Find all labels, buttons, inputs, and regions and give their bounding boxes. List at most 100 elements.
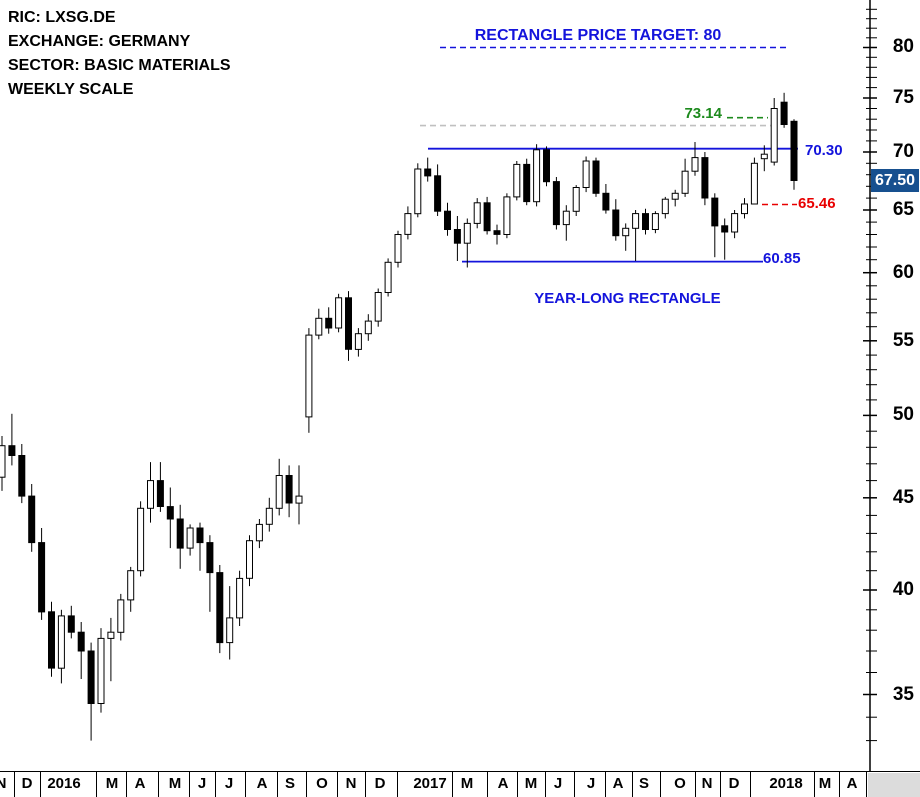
price-axis	[863, 0, 877, 771]
month-label: S	[284, 775, 295, 792]
month-label: O	[674, 775, 686, 792]
month-label: S	[638, 775, 649, 792]
month-label: D	[728, 775, 740, 792]
candle-body-up	[760, 153, 768, 160]
candle-body-down	[77, 631, 85, 652]
candle-body-up	[562, 210, 570, 226]
candle-body-down	[18, 455, 26, 497]
price-tick-label: 60	[892, 262, 914, 283]
candle-body-down	[67, 615, 75, 633]
price-tick-label: 55	[892, 330, 914, 351]
month-label: M	[524, 775, 538, 792]
candle-body-up	[57, 615, 65, 669]
candle-body-up	[404, 213, 412, 235]
exchange-line: EXCHANGE: GERMANY	[8, 33, 191, 50]
candle-body-up	[127, 570, 135, 601]
candle-body-up	[572, 187, 580, 212]
pullback-low-label: 65.46	[798, 195, 836, 212]
chart-info-block: RIC: LXSG.DE EXCHANGE: GERMANY SECTOR: B…	[8, 6, 231, 102]
candle-body-up	[661, 198, 669, 215]
candle-body-up	[384, 261, 392, 293]
month-separator	[452, 772, 453, 797]
candle-body-up	[533, 149, 541, 203]
price-tick-label: 80	[892, 36, 914, 57]
candle-body-up	[107, 631, 115, 639]
candle-body-up	[364, 320, 372, 335]
candle-body-up	[394, 234, 402, 263]
month-label: M	[460, 775, 474, 792]
annotation-lines	[420, 46, 798, 263]
candle-body-up	[671, 192, 679, 200]
candle-body-down	[602, 192, 610, 211]
candle-body-up	[463, 222, 471, 244]
candle-body-down	[176, 518, 184, 549]
month-label: M	[168, 775, 182, 792]
candle-body-down	[721, 225, 729, 233]
candle-body-up	[582, 160, 590, 188]
candle-body-down	[87, 650, 95, 704]
month-separator	[866, 772, 867, 797]
last-price-badge: 67.50	[871, 169, 919, 192]
month-label: N	[0, 775, 23, 792]
month-separator	[574, 772, 575, 797]
candle-body-up	[622, 227, 630, 237]
month-separator	[545, 772, 546, 797]
candle-body-up	[691, 157, 699, 172]
candle-body-down	[8, 445, 16, 457]
month-separator	[189, 772, 190, 797]
candle-body-up	[503, 196, 511, 235]
month-label: N	[701, 775, 713, 792]
candle-body-down	[790, 120, 798, 182]
month-separator	[40, 772, 41, 797]
candle-body-up	[750, 162, 758, 205]
price-tick-label: 70	[892, 141, 914, 162]
candle-body-down	[612, 209, 620, 237]
month-separator	[487, 772, 488, 797]
month-separator	[695, 772, 696, 797]
month-label: D	[374, 775, 386, 792]
candle-body-up	[651, 213, 659, 231]
candle-body-up	[147, 480, 154, 509]
month-label: M	[818, 775, 832, 792]
scale-line: WEEKLY SCALE	[8, 81, 134, 98]
candle-body-down	[196, 527, 204, 544]
month-label: O	[316, 775, 328, 792]
candle-body-up	[513, 163, 521, 198]
candle-body-down	[780, 101, 788, 125]
candle-body-up	[770, 108, 778, 163]
candle-body-down	[701, 157, 709, 199]
candle-body-down	[48, 611, 55, 669]
candle-body-up	[414, 168, 422, 215]
axis-corner-filler	[868, 772, 920, 797]
month-separator	[839, 772, 840, 797]
candle-body-up	[226, 617, 234, 644]
candle-body-down	[483, 202, 491, 232]
month-label: J	[224, 775, 234, 792]
candle-body-down	[216, 572, 224, 644]
price-tick-label: 45	[892, 487, 914, 508]
candle-body-down	[156, 480, 164, 508]
month-separator	[277, 772, 278, 797]
price-tick-label: 35	[892, 684, 914, 705]
candle-body-down	[543, 149, 550, 183]
candle-body-up	[295, 495, 303, 504]
candle-body-up	[97, 637, 105, 705]
month-separator	[814, 772, 815, 797]
candle-body-down	[444, 210, 451, 230]
candle-body-up	[137, 507, 145, 572]
candle-body-down	[424, 168, 432, 177]
month-label: D	[21, 775, 33, 792]
candle-body-up	[236, 577, 244, 619]
candle-body-down	[285, 475, 293, 504]
month-label: J	[553, 775, 563, 792]
candle-body-up	[255, 523, 263, 542]
ric-line: RIC: LXSG.DE	[8, 9, 116, 26]
candle-body-down	[325, 317, 333, 329]
month-separator	[660, 772, 661, 797]
date-axis: ND2016MAMJJASOND2017MAMJJASOND2018MA	[0, 771, 920, 797]
resistance-label: 70.30	[805, 142, 843, 159]
price-target-label: RECTANGLE PRICE TARGET: 80	[474, 27, 722, 44]
candle-body-down	[345, 297, 352, 350]
